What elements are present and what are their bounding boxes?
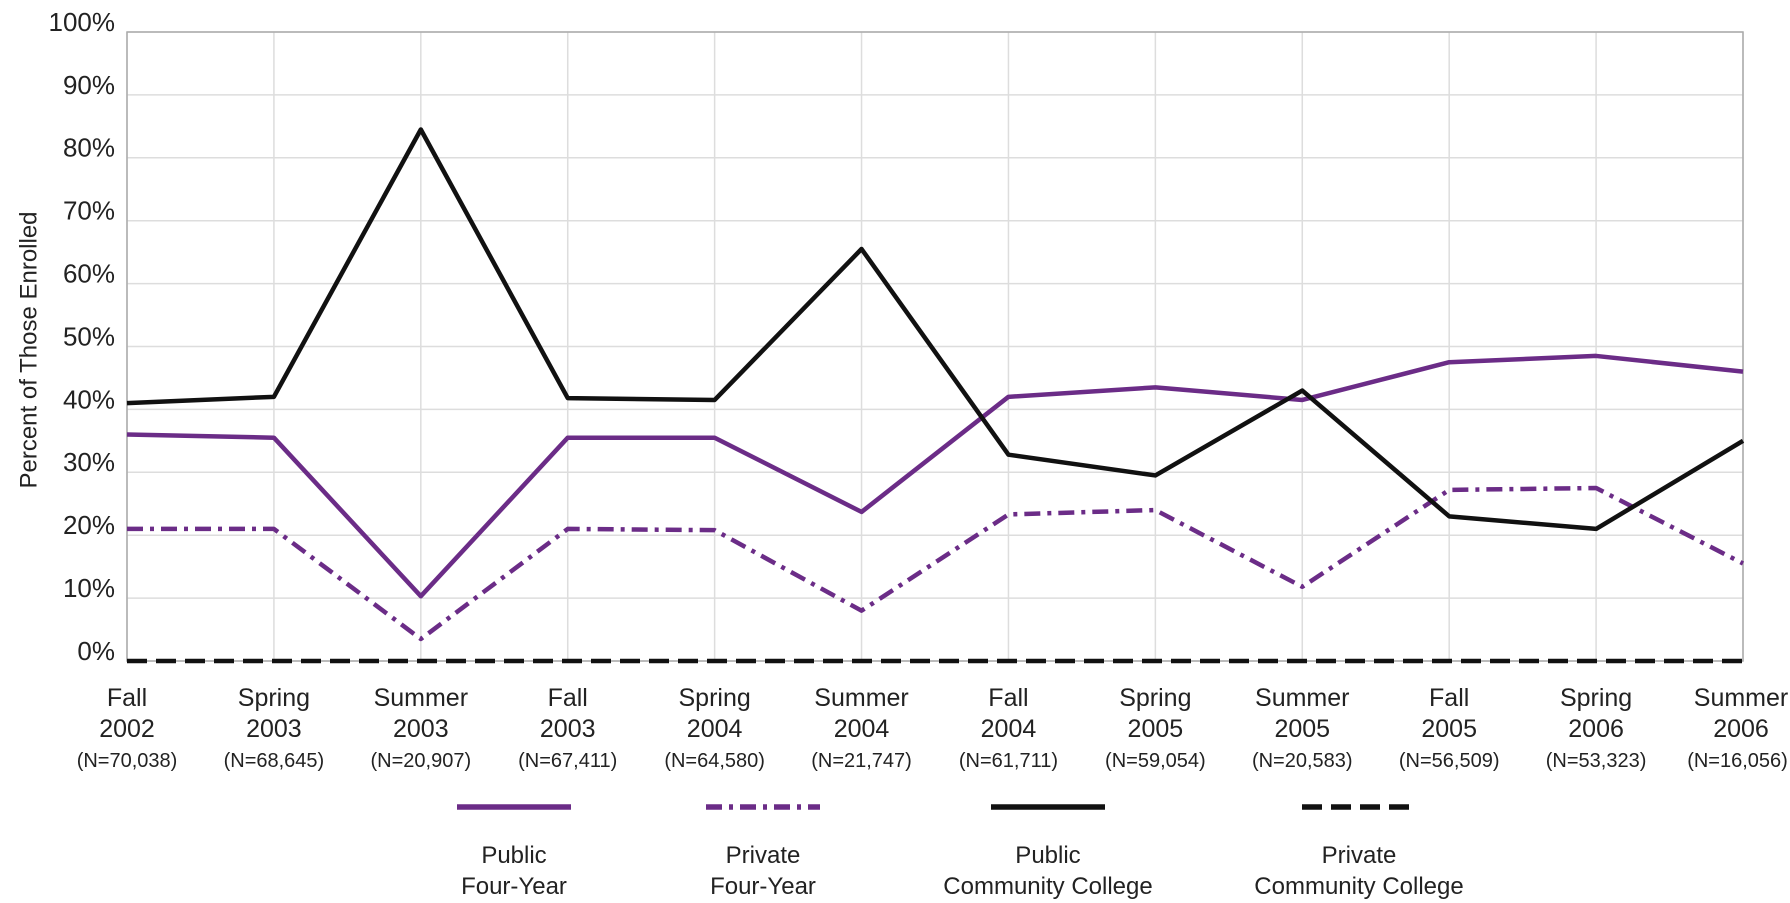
- x-tick-count: (N=20,583): [1251, 750, 1353, 772]
- legend-label: Private Four-Year: [710, 842, 816, 900]
- x-tick-label: Summer 2005: [1255, 684, 1350, 743]
- x-tick-label: Spring 2003: [237, 684, 311, 743]
- y-tick-label: 50%: [63, 321, 115, 351]
- x-tick-count: (N=16,056): [1687, 750, 1788, 772]
- legend-label: Public Four-Year: [461, 842, 567, 900]
- y-tick-label: 100%: [49, 7, 116, 37]
- x-tick-label: Spring 2005: [1119, 684, 1192, 743]
- x-tick-count: (N=53,323): [1545, 750, 1647, 772]
- y-tick-label: 60%: [63, 258, 115, 288]
- x-tick-label: Fall 2002: [99, 684, 155, 743]
- x-tick-count: (N=20,907): [370, 750, 472, 772]
- series-line: [126, 353, 1744, 599]
- y-tick-label: 90%: [63, 70, 115, 100]
- y-tick-label: 30%: [63, 447, 115, 477]
- y-tick-label: 40%: [63, 384, 115, 414]
- x-tick-label: Summer 2004: [814, 684, 909, 743]
- legend-label: Private Community College: [1254, 842, 1464, 900]
- x-tick-label: Fall 2005: [1421, 684, 1477, 743]
- y-axis-label: Percent of Those Enrolled: [15, 211, 42, 488]
- x-tick-count: (N=56,509): [1398, 750, 1500, 772]
- x-tick-label: Summer 2006: [1693, 684, 1789, 743]
- y-tick-label: 70%: [63, 196, 115, 226]
- x-tick-count: (N=68,645): [223, 750, 325, 772]
- series-line: [127, 485, 1745, 642]
- y-tick-label: 0%: [77, 636, 115, 666]
- x-tick-label: Spring 2004: [678, 684, 751, 743]
- y-tick-label: 20%: [63, 510, 115, 540]
- y-tick-label: 80%: [63, 133, 115, 163]
- x-tick-count: (N=61,711): [958, 750, 1059, 772]
- x-tick-count: (N=70,038): [76, 750, 178, 772]
- x-tick-count: (N=64,580): [664, 750, 765, 772]
- x-tick-label: Fall 2004: [980, 684, 1037, 743]
- y-tick-label: 10%: [63, 573, 115, 603]
- legend-label: Public Community College: [943, 842, 1153, 900]
- x-tick-label: Summer 2003: [373, 684, 469, 743]
- x-tick-count: (N=59,054): [1105, 750, 1206, 772]
- x-tick-label: Spring 2006: [1559, 684, 1633, 743]
- plot-frame: [126, 31, 1744, 662]
- x-tick-label: Fall 2003: [539, 684, 596, 743]
- series-line: [126, 127, 1745, 532]
- x-tick-count: (N=21,747): [811, 750, 912, 772]
- x-tick-count: (N=67,411): [518, 750, 618, 772]
